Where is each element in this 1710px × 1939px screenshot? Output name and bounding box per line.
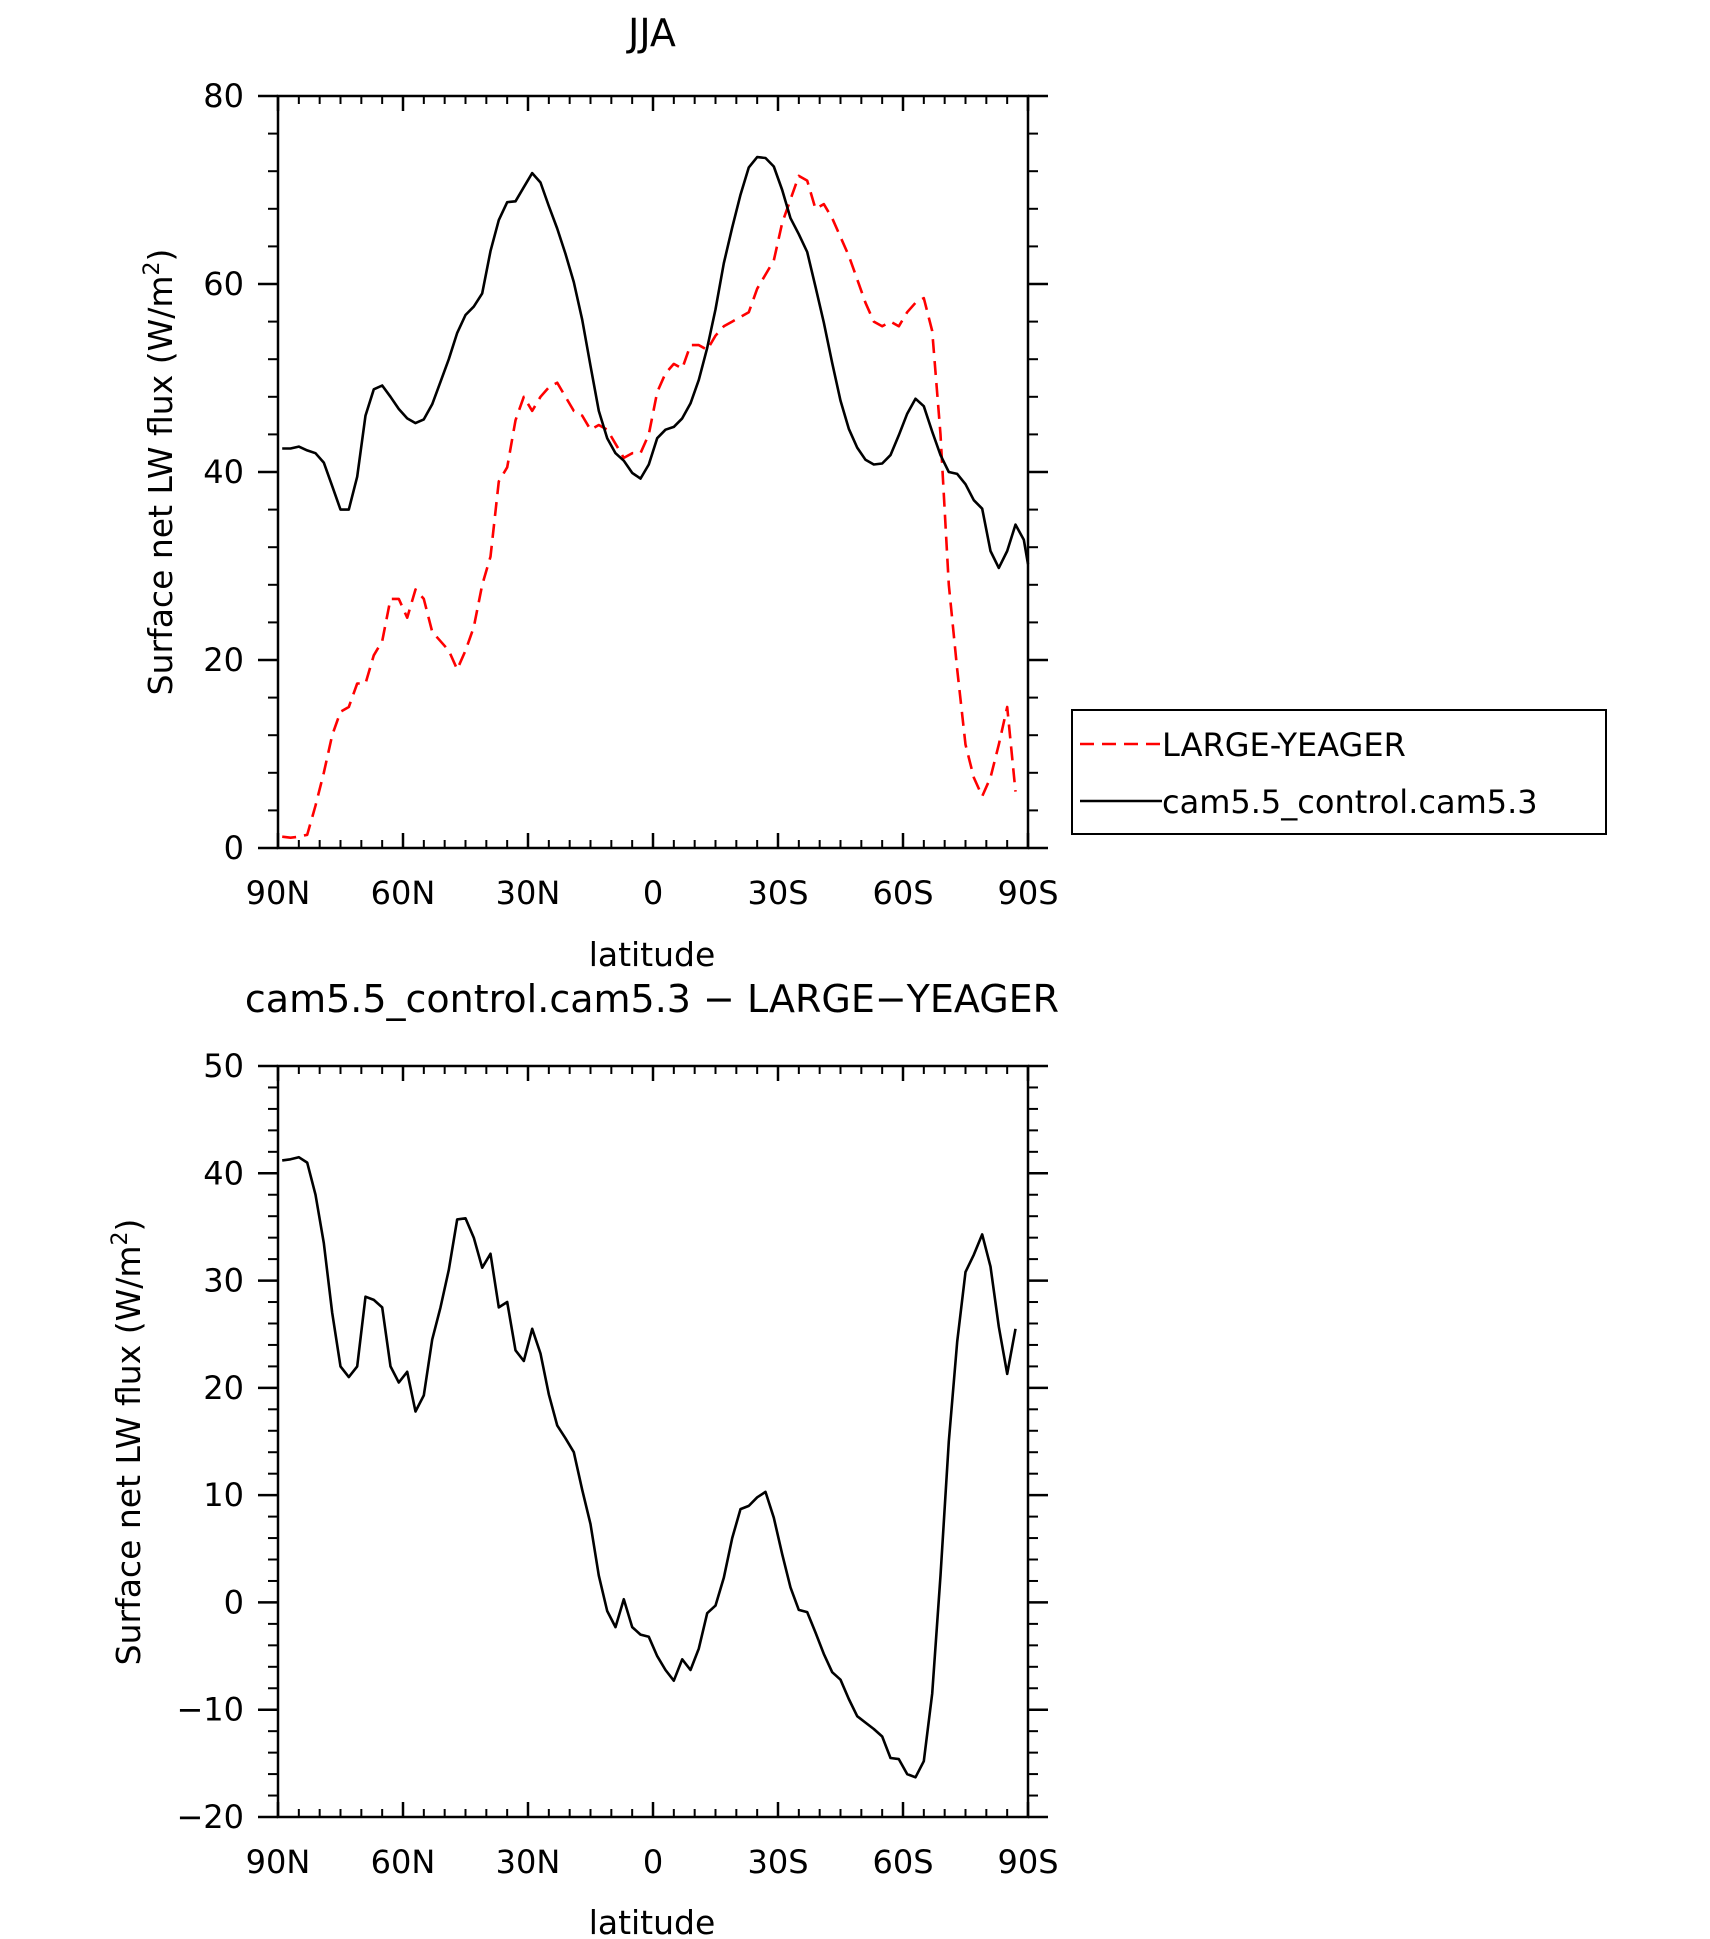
bottom-x-tick-label: 30N xyxy=(496,1843,561,1881)
top-y-tick-label: 80 xyxy=(203,77,244,115)
bottom-x-tick-label: 30S xyxy=(747,1843,808,1881)
bottom-axes-layer: 90N 60N 30N 0 30S 60S 90S −20 −10 0 10 20 30 40 50 xyxy=(176,1047,1058,1881)
top-y-axis-label: Surface net LW flux (W/m2) xyxy=(140,249,180,696)
legend-label-large-yeager: LARGE-YEAGER xyxy=(1162,726,1406,764)
legend-box xyxy=(1071,709,1607,835)
top-series-layer xyxy=(282,155,1030,839)
bottom-x-tick-label: 90S xyxy=(997,1843,1058,1881)
top-y-tick-label: 20 xyxy=(203,641,244,679)
bottom-x-tick-label: 60S xyxy=(872,1843,933,1881)
bottom-y-axis-label-sup: 2 xyxy=(108,1232,133,1246)
bottom-plot-frame xyxy=(276,1064,1030,1819)
top-x-tick-label: 30N xyxy=(496,874,561,912)
bottom-series-line-0 xyxy=(282,1155,1017,1779)
bottom-panel: cam5.5_control.cam5.3 − LARGE−YEAGER 90N… xyxy=(108,977,1059,1939)
top-plot-frame xyxy=(276,94,1030,850)
bottom-y-tick-label: 20 xyxy=(203,1369,244,1407)
bottom-y-tick-label: 40 xyxy=(203,1154,244,1192)
top-panel: JJA 90N 60N 30N 0 30S 60S 90S 0 20 40 60 80 latitud… xyxy=(140,11,1607,974)
bottom-title: cam5.5_control.cam5.3 − LARGE−YEAGER xyxy=(245,977,1059,1021)
bottom-x-axis-label: latitude xyxy=(589,1903,716,1939)
top-x-tick-label: 60S xyxy=(872,874,933,912)
top-x-tick-label: 60N xyxy=(371,874,436,912)
legend-label-cam55: cam5.5_control.cam5.3 xyxy=(1162,783,1538,821)
bottom-y-tick-label: 30 xyxy=(203,1262,244,1300)
top-y-axis-label-sup: 2 xyxy=(140,262,165,276)
top-x-tick-label: 0 xyxy=(643,874,663,912)
bottom-series-layer xyxy=(282,1155,1017,1779)
bottom-y-tick-label: 50 xyxy=(203,1047,244,1085)
top-series-line-1 xyxy=(282,155,1030,570)
bottom-x-tick-label: 90N xyxy=(246,1843,311,1881)
top-x-tick-label: 30S xyxy=(747,874,808,912)
top-y-tick-label: 60 xyxy=(203,265,244,303)
top-axes-layer: 90N 60N 30N 0 30S 60S 90S 0 20 40 60 80 xyxy=(203,77,1058,912)
top-legend: LARGE-YEAGER cam5.5_control.cam5.3 xyxy=(1071,709,1607,835)
top-y-tick-label: 40 xyxy=(203,453,244,491)
bottom-x-tick-label: 0 xyxy=(643,1843,663,1881)
top-y-tick-label: 0 xyxy=(224,829,244,867)
top-title: JJA xyxy=(626,11,676,55)
top-x-tick-label: 90N xyxy=(246,874,311,912)
bottom-y-axis-label: Surface net LW flux (W/m2) xyxy=(108,1219,148,1666)
bottom-y-tick-label: −20 xyxy=(176,1798,244,1836)
bottom-x-tick-label: 60N xyxy=(371,1843,436,1881)
bottom-y-tick-label: 10 xyxy=(203,1476,244,1514)
bottom-y-tick-label: −10 xyxy=(176,1691,244,1729)
bottom-y-tick-label: 0 xyxy=(224,1583,244,1621)
top-series-line-0 xyxy=(282,174,1017,839)
top-x-axis-label: latitude xyxy=(589,935,716,974)
top-x-tick-label: 90S xyxy=(997,874,1058,912)
